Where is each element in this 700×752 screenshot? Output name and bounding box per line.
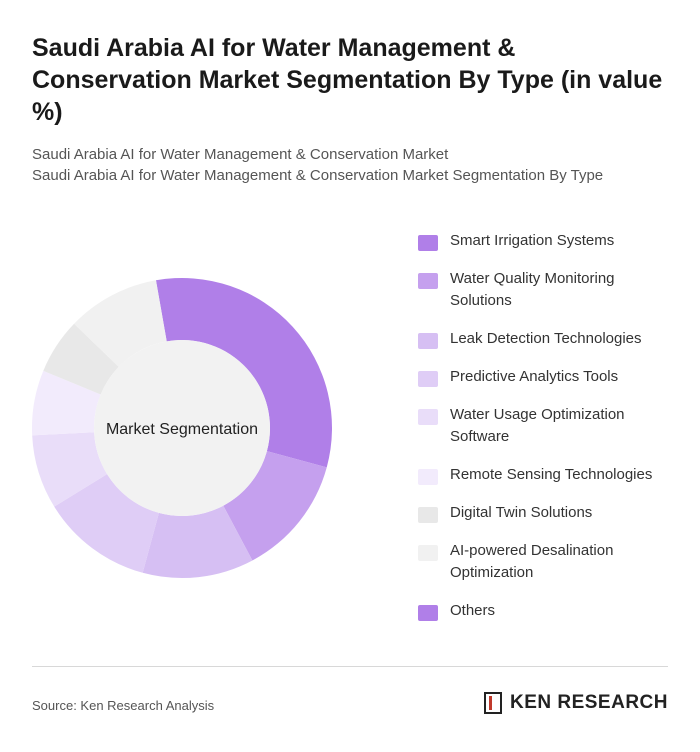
subtitle: Saudi Arabia AI for Water Management & C… <box>32 144 603 186</box>
donut-segment <box>155 278 332 468</box>
donut-segment <box>32 432 108 507</box>
donut-segment <box>54 474 159 573</box>
legend-swatch <box>418 469 438 485</box>
legend-item: AI-powered Desalination Optimization <box>418 540 668 584</box>
donut-segment <box>142 505 253 578</box>
subtitle-line: Saudi Arabia AI for Water Management & C… <box>32 146 449 163</box>
logo-icon <box>483 692 502 714</box>
logo: KEN RESEARCH <box>483 692 668 714</box>
legend-item: Predictive Analytics Tools <box>418 366 668 388</box>
legend-swatch <box>418 273 438 289</box>
legend-item: Leak Detection Technologies <box>418 328 668 350</box>
legend-label: AI-powered Desalination Optimization <box>450 542 614 581</box>
donut-hole <box>94 340 270 516</box>
legend-swatch <box>418 333 438 349</box>
legend-label: Others <box>450 602 496 619</box>
legend-label: Water Usage Optimization Software <box>450 406 625 445</box>
donut-segment <box>74 280 167 367</box>
legend-swatch <box>418 371 438 387</box>
center-label: Market Segmentation <box>106 421 258 438</box>
legend-item: Water Quality Monitoring Solutions <box>418 268 668 312</box>
logo-text: KEN RESEARCH <box>509 692 668 713</box>
donut-segment <box>43 323 119 395</box>
legend: Smart Irrigation Systems Water Quality Mo… <box>418 230 668 638</box>
legend-label: Digital Twin Solutions <box>450 504 593 521</box>
legend-label: Remote Sensing Technologies <box>450 466 653 483</box>
legend-item: Digital Twin Solutions <box>418 502 668 524</box>
chart-title: Saudi Arabia AI for Water Management & C… <box>32 34 663 126</box>
legend-item: Smart Irrigation Systems <box>418 230 668 252</box>
divider <box>32 666 668 667</box>
legend-swatch <box>418 605 438 621</box>
legend-label: Leak Detection Technologies <box>450 330 642 347</box>
legend-label: Water Quality Monitoring Solutions <box>450 270 615 309</box>
legend-swatch <box>418 409 438 425</box>
legend-item: Water Usage Optimization Software <box>418 404 668 448</box>
legend-swatch <box>418 507 438 523</box>
legend-label: Smart Irrigation Systems <box>450 232 615 249</box>
legend-label: Predictive Analytics Tools <box>450 368 619 385</box>
source: Source: Ken Research Analysis <box>32 698 215 713</box>
donut-chart: Market Segmentation <box>32 278 332 578</box>
legend-swatch <box>418 545 438 561</box>
donut-segment <box>32 370 101 436</box>
legend-swatch <box>418 235 438 251</box>
legend-item: Others <box>418 600 668 622</box>
subtitle-line: Saudi Arabia AI for Water Management & C… <box>32 167 604 184</box>
donut-segment <box>223 451 327 561</box>
legend-item: Remote Sensing Technologies <box>418 464 668 486</box>
